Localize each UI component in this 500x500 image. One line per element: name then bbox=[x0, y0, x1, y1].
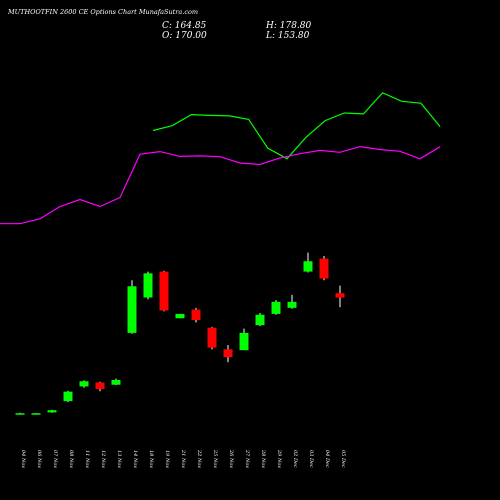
candle bbox=[111, 378, 121, 386]
candle bbox=[191, 307, 201, 323]
candle-body-up bbox=[239, 332, 249, 351]
x-tick-label: 04 Dec bbox=[324, 450, 330, 468]
x-tick-label: 08 Nov bbox=[68, 450, 74, 468]
x-tick-label: 03 Dec bbox=[308, 450, 314, 468]
candle bbox=[31, 412, 41, 415]
candle bbox=[63, 390, 73, 402]
candle-body-up bbox=[31, 413, 41, 415]
candle bbox=[15, 412, 25, 415]
high-readout: H: 178.80 bbox=[265, 21, 312, 31]
candle bbox=[95, 381, 105, 392]
candle-body-up bbox=[175, 313, 185, 319]
candle-body-up bbox=[271, 301, 281, 314]
candle-body-down bbox=[95, 382, 105, 390]
x-tick-label: 13 Nov bbox=[116, 450, 122, 468]
x-tick-label: 05 Dec bbox=[340, 450, 346, 468]
close-readout: C: 164.85 bbox=[162, 21, 207, 31]
x-tick-label: 06 Nov bbox=[36, 450, 42, 468]
x-tick-label: 28 Nov bbox=[260, 449, 266, 468]
moving-average-line-1 bbox=[152, 92, 441, 160]
candle-body-down bbox=[191, 309, 201, 320]
x-tick-label: 12 Nov bbox=[100, 450, 106, 468]
candle-body-up bbox=[255, 314, 265, 326]
x-tick-label: 29 Nov bbox=[276, 449, 282, 468]
x-tick-label: 14 Nov bbox=[132, 450, 138, 468]
candle-body-up bbox=[127, 286, 137, 333]
x-tick-label: 02 Dec bbox=[292, 450, 298, 468]
x-axis-labels: 04 Nov 06 Nov 07 Nov 08 Nov 11 Nov 12 Nov 13 N… bbox=[20, 449, 346, 468]
candle bbox=[335, 285, 345, 308]
candle bbox=[319, 256, 329, 281]
candle bbox=[159, 270, 169, 312]
candle-body-up bbox=[63, 391, 73, 402]
moving-average-lines bbox=[0, 92, 441, 225]
candle-body-up bbox=[47, 410, 57, 413]
candle-body-up bbox=[287, 301, 297, 308]
candle-body-up bbox=[111, 379, 121, 385]
candle bbox=[239, 328, 249, 351]
candle bbox=[127, 280, 137, 334]
candle-body-down bbox=[159, 271, 169, 311]
x-tick-label: 21 Nov bbox=[180, 449, 186, 468]
candle bbox=[255, 313, 265, 326]
x-tick-label: 22 Nov bbox=[196, 449, 202, 468]
x-tick-label: 25 Nov bbox=[212, 449, 218, 468]
candle bbox=[223, 345, 233, 363]
candle bbox=[143, 271, 153, 300]
candle bbox=[175, 313, 185, 319]
moving-average-line-2 bbox=[0, 145, 441, 225]
candle-body-down bbox=[207, 327, 217, 348]
open-readout: O: 170.00 bbox=[162, 31, 207, 41]
candle-body-up bbox=[15, 413, 25, 415]
x-tick-label: 27 Nov bbox=[244, 449, 250, 468]
candle-body-up bbox=[303, 261, 313, 272]
x-tick-label: 18 Nov bbox=[148, 450, 154, 468]
candle bbox=[287, 294, 297, 309]
candle bbox=[79, 380, 89, 388]
x-tick-label: 04 Nov bbox=[20, 450, 26, 468]
candle-body-down bbox=[319, 258, 329, 279]
candle bbox=[271, 300, 281, 315]
x-tick-label: 07 Nov bbox=[52, 450, 58, 468]
candle bbox=[207, 326, 217, 350]
x-tick-label: 26 Nov bbox=[228, 449, 234, 468]
candle-body-down bbox=[335, 293, 345, 298]
chart-title: MUTHOOTFIN 2600 CE Options Chart MunafaS… bbox=[7, 8, 198, 16]
candle bbox=[303, 252, 313, 273]
candles bbox=[15, 252, 345, 415]
x-tick-label: 19 Nov bbox=[164, 450, 170, 468]
x-tick-label: 11 Nov bbox=[84, 450, 90, 468]
candle bbox=[47, 409, 57, 413]
candle-body-up bbox=[79, 381, 89, 387]
candle-body-down bbox=[223, 349, 233, 358]
low-readout: L: 153.80 bbox=[265, 31, 310, 41]
candle-body-up bbox=[143, 273, 153, 298]
